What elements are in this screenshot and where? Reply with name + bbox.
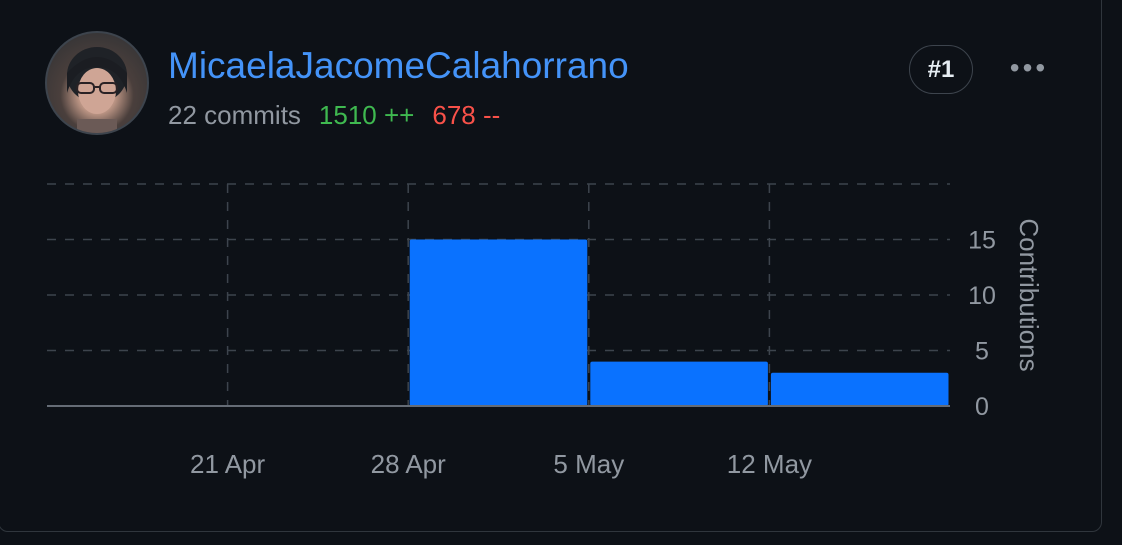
bar-12-may [770,372,949,406]
y-tick-label: 0 [975,393,989,421]
y-tick-label: 15 [968,227,996,255]
y-tick-label: 10 [968,282,996,310]
additions-count: 1510 ++ [318,100,415,130]
bar-28-apr [409,239,588,406]
x-tick-label: 5 May [553,449,624,479]
commits-count[interactable]: 22 commits [168,100,301,130]
x-tick-label: 21 Apr [190,449,266,479]
user-avatar[interactable] [45,31,149,135]
y-tick-label: 5 [975,338,989,366]
bar-5-may [590,361,768,406]
avatar-portrait-icon [67,47,127,133]
contribution-stats: 22 commits 1510 ++ 678 -- [168,97,518,133]
contributor-name-link[interactable]: MicaelaJacomeCalahorrano [168,45,629,86]
rank-badge: #1 [909,45,973,94]
x-tick-label: 28 Apr [371,449,447,479]
x-tick-label: 12 May [727,449,812,479]
kebab-menu-icon[interactable]: ••• [1009,52,1049,83]
deletions-count: 678 -- [432,100,501,130]
y-axis-label: Contributions [1014,218,1044,371]
